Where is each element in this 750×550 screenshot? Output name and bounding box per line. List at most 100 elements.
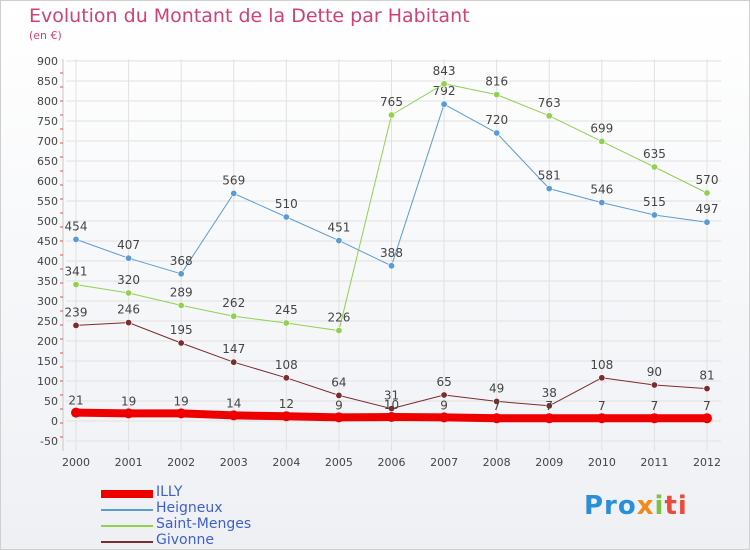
x-tick-label: 2010 — [588, 456, 616, 469]
data-label: 763 — [538, 96, 561, 110]
data-label: 289 — [170, 285, 193, 299]
data-point — [387, 405, 395, 413]
y-tick-label: 550 — [37, 195, 58, 208]
data-point — [387, 111, 395, 119]
data-label: 515 — [643, 195, 666, 209]
y-tick-label: -50 — [40, 435, 58, 448]
data-label: 14 — [226, 396, 241, 410]
x-tick-label: 2005 — [325, 456, 353, 469]
y-tick-label: 0 — [51, 415, 58, 428]
legend-label-givonne: Givonne — [156, 532, 214, 548]
data-label: 816 — [485, 75, 508, 89]
y-tick-label: 100 — [37, 375, 58, 388]
data-label: 81 — [699, 369, 714, 383]
data-label: 90 — [647, 365, 662, 379]
legend-swatch-saint-menges — [101, 525, 153, 527]
x-tick-label: 2012 — [693, 456, 721, 469]
x-tick-label: 2006 — [378, 456, 406, 469]
data-point — [703, 385, 711, 393]
data-label: 12 — [279, 397, 294, 411]
data-label: 569 — [222, 173, 245, 187]
data-point — [282, 374, 290, 382]
data-point — [72, 321, 80, 329]
data-label: 7 — [545, 399, 553, 413]
data-point — [649, 413, 660, 424]
data-point — [333, 412, 344, 423]
data-point — [335, 237, 343, 245]
data-point — [123, 408, 134, 419]
data-point — [230, 189, 238, 197]
data-point — [335, 391, 343, 399]
data-label: 19 — [174, 394, 189, 408]
data-point — [544, 413, 555, 424]
data-point — [491, 413, 502, 424]
data-label: 108 — [275, 358, 298, 372]
data-label: 454 — [65, 219, 88, 233]
data-point — [439, 412, 450, 423]
data-label: 407 — [117, 238, 140, 252]
x-tick-label: 2004 — [272, 456, 300, 469]
data-point — [282, 213, 290, 221]
data-point — [282, 319, 290, 327]
data-point — [125, 319, 133, 327]
data-point — [493, 91, 501, 99]
data-label: 7 — [598, 399, 606, 413]
y-tick-label: 250 — [37, 315, 58, 328]
data-point — [598, 199, 606, 207]
data-point — [176, 408, 187, 419]
data-point — [230, 358, 238, 366]
data-point — [545, 402, 553, 410]
data-point — [650, 211, 658, 219]
data-label: 19 — [121, 394, 136, 408]
data-label: 147 — [222, 342, 245, 356]
data-label: 720 — [485, 113, 508, 127]
legend-swatch-illy — [101, 490, 153, 498]
data-label: 7 — [703, 399, 711, 413]
data-point — [72, 235, 80, 243]
data-point — [545, 112, 553, 120]
data-point — [386, 412, 397, 422]
data-point — [125, 289, 133, 297]
data-point — [650, 163, 658, 171]
data-label: 510 — [275, 197, 298, 211]
data-label: 246 — [117, 303, 140, 317]
data-label: 320 — [117, 273, 140, 287]
data-point — [703, 189, 711, 197]
x-tick-label: 2008 — [483, 456, 511, 469]
data-label: 570 — [696, 173, 719, 187]
data-point — [440, 100, 448, 108]
data-label: 21 — [68, 394, 83, 408]
data-label: 226 — [327, 311, 350, 325]
data-point — [177, 301, 185, 309]
data-label: 9 — [440, 398, 448, 412]
y-tick-label: 750 — [37, 115, 58, 128]
data-label: 765 — [380, 95, 403, 109]
y-tick-label: 200 — [37, 335, 58, 348]
data-point — [650, 381, 658, 389]
data-label: 239 — [65, 305, 88, 319]
data-point — [598, 374, 606, 382]
data-label: 108 — [590, 358, 613, 372]
data-point — [387, 262, 395, 270]
chart-subtitle: (en €) — [29, 29, 62, 42]
data-point — [596, 413, 607, 424]
legend-swatch-givonne — [101, 541, 153, 543]
data-point — [703, 218, 711, 226]
data-label: 7 — [493, 399, 501, 413]
data-label: 341 — [65, 265, 88, 279]
y-tick-label: 800 — [37, 95, 58, 108]
legend-label-illy: ILLY — [156, 484, 183, 500]
line-chart: -50 0 50 100 150 200 250 300 350 400 450 500 550 600 6… — [37, 55, 721, 469]
data-point — [493, 129, 501, 137]
data-label: 368 — [170, 254, 193, 268]
proxiti-logo: Proxiti — [584, 491, 688, 521]
y-tick-label: 350 — [37, 275, 58, 288]
data-point — [440, 391, 448, 399]
data-label: 31 — [384, 389, 399, 403]
data-point — [177, 339, 185, 347]
data-label: 49 — [489, 381, 504, 395]
data-label: 635 — [643, 147, 666, 161]
data-label: 38 — [542, 386, 557, 400]
data-label: 65 — [436, 375, 451, 389]
data-point — [177, 270, 185, 278]
